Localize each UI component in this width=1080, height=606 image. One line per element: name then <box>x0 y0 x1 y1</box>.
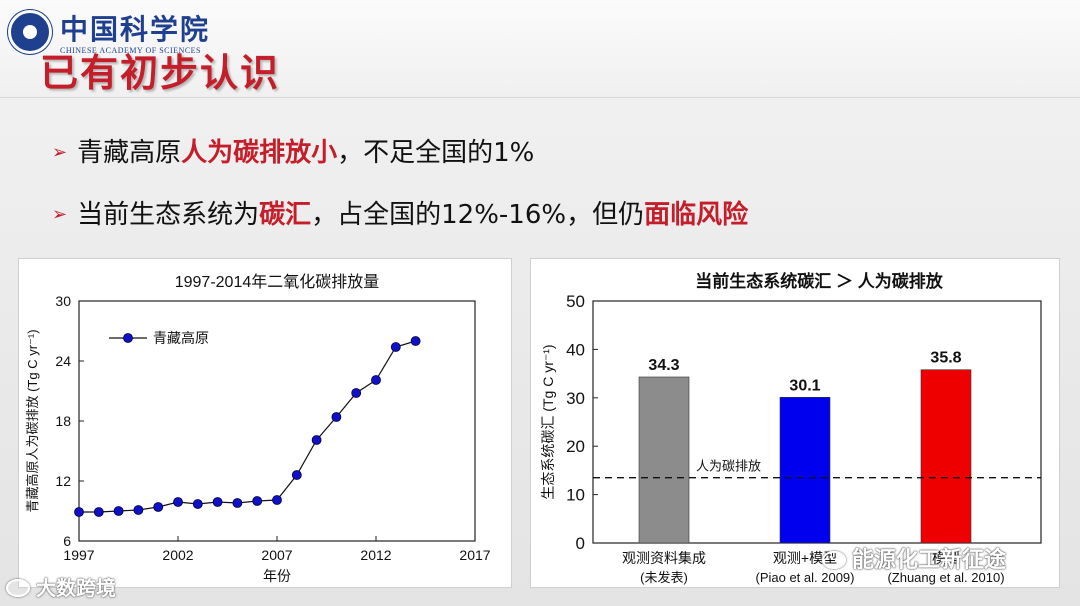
watermark-right-text: 能源化工新征途 <box>852 548 1007 573</box>
reference-line-label: 人为碳排放 <box>696 459 761 474</box>
data-point <box>93 507 104 517</box>
x-tick-label: 2012 <box>360 547 391 563</box>
bullet-2-text-b: ，占全国的12%-16%，但仍 <box>311 200 645 230</box>
line-chart-panel: 1997-2014年二氧化碳排放量 1997 2002 2007 2012 2017 6 12… <box>18 258 512 588</box>
bar-value-label: 30.1 <box>789 377 820 394</box>
data-point <box>351 388 362 398</box>
data-point <box>212 497 223 507</box>
bullet-1-highlight: 人为碳排放小 <box>181 138 338 168</box>
bullet-arrow-icon: ➢ <box>52 142 68 163</box>
bullet-2-highlight-a: 碳汇 <box>259 200 312 230</box>
y-tick-label: 24 <box>55 353 71 369</box>
x-tick-label: 2017 <box>459 547 490 563</box>
category-label: 模型 <box>932 550 960 566</box>
data-point <box>74 507 84 517</box>
category-sublabel: (未发表) <box>640 570 688 585</box>
data-point <box>133 505 144 515</box>
y-tick-label: 30 <box>55 293 71 309</box>
y-tick-label: 0 <box>576 534 585 553</box>
y-tick-label: 18 <box>55 413 71 429</box>
category-sublabel: (Zhuang et al. 2010) <box>887 570 1004 585</box>
bullet-2-text-a: 当前生态系统为 <box>77 200 260 230</box>
watermark-left-text: 大数跨境 <box>36 576 116 600</box>
data-point <box>410 336 421 346</box>
data-point <box>291 470 302 480</box>
data-point <box>371 375 381 385</box>
y-axis-label: 青藏高原人为碳排放 (Tg C yr⁻¹) <box>25 329 40 512</box>
legend-marker <box>123 333 133 343</box>
bar <box>638 376 690 544</box>
data-point <box>113 506 124 516</box>
y-tick-label: 40 <box>566 340 585 359</box>
chart-title: 当前生态系统碳汇 ＞ 人为碳排放 <box>695 271 943 291</box>
y-tick-label: 50 <box>566 292 585 311</box>
bar-chart-panel: 当前生态系统碳汇 ＞ 人为碳排放 0 10 20 30 40 50 生态系统碳汇 (Tg C … <box>530 258 1060 588</box>
y-tick-label: 6 <box>63 533 71 549</box>
bullet-1: ➢ 青藏高原人为碳排放小，不足全国的1% <box>52 132 534 169</box>
y-tick-label: 30 <box>566 389 585 408</box>
logo-chinese-text: 中国科学院 <box>60 13 211 46</box>
data-point <box>153 502 164 512</box>
data-point <box>311 435 322 445</box>
page-title: 已有初步认识 <box>40 51 281 95</box>
line-chart: 1997-2014年二氧化碳排放量 1997 2002 2007 2012 2017 6 12… <box>25 273 491 584</box>
data-point <box>173 497 183 507</box>
category-sublabel: (Piao et al. 2009) <box>755 570 854 585</box>
watermark-logo-icon <box>6 579 30 597</box>
bullet-1-text-a: 青藏高原 <box>77 138 182 168</box>
y-tick-label: 12 <box>55 473 71 489</box>
y-tick-label: 20 <box>566 437 585 456</box>
category-label: 观测+模型 <box>773 550 837 566</box>
category-label: 观测资料集成 <box>622 550 706 566</box>
cas-logo-icon <box>8 10 52 54</box>
bar-value-label: 35.8 <box>930 350 961 367</box>
x-tick-label: 2002 <box>162 547 193 563</box>
bar-chart: 当前生态系统碳汇 ＞ 人为碳排放 0 10 20 30 40 50 生态系统碳汇 (Tg C … <box>540 271 1042 585</box>
wechat-icon <box>822 551 846 569</box>
bullet-1-text-b: ，不足全国的1% <box>337 138 535 168</box>
watermark-right: 能源化工新征途 <box>822 542 1006 574</box>
bullet-2-highlight-b: 面临风险 <box>644 200 749 230</box>
data-point <box>331 412 342 422</box>
data-point <box>192 499 203 509</box>
logo-english-text: CHINESE ACADEMY OF SCIENCES <box>60 46 201 55</box>
header-band <box>0 0 1080 98</box>
series-line <box>79 340 416 513</box>
legend-label: 青藏高原 <box>153 330 209 346</box>
x-axis-label: 年份 <box>263 568 291 584</box>
data-point <box>272 495 282 505</box>
watermark-left: 大数跨境 <box>6 572 116 601</box>
y-axis-label: 生态系统碳汇 (Tg C yr⁻¹) <box>540 344 556 499</box>
data-point <box>252 496 263 506</box>
bar-value-label: 34.3 <box>648 357 679 374</box>
x-tick-label: 2007 <box>261 547 292 563</box>
bullet-2: ➢ 当前生态系统为碳汇，占全国的12%-16%，但仍面临风险 <box>52 194 748 231</box>
x-tick-label: 1997 <box>63 547 94 563</box>
data-point <box>232 498 243 508</box>
data-point <box>390 342 401 352</box>
chart-title: 1997-2014年二氧化碳排放量 <box>175 273 380 291</box>
bullet-arrow-icon: ➢ <box>52 204 68 225</box>
bar <box>920 369 972 544</box>
bar <box>779 397 831 544</box>
y-tick-label: 10 <box>566 486 585 505</box>
